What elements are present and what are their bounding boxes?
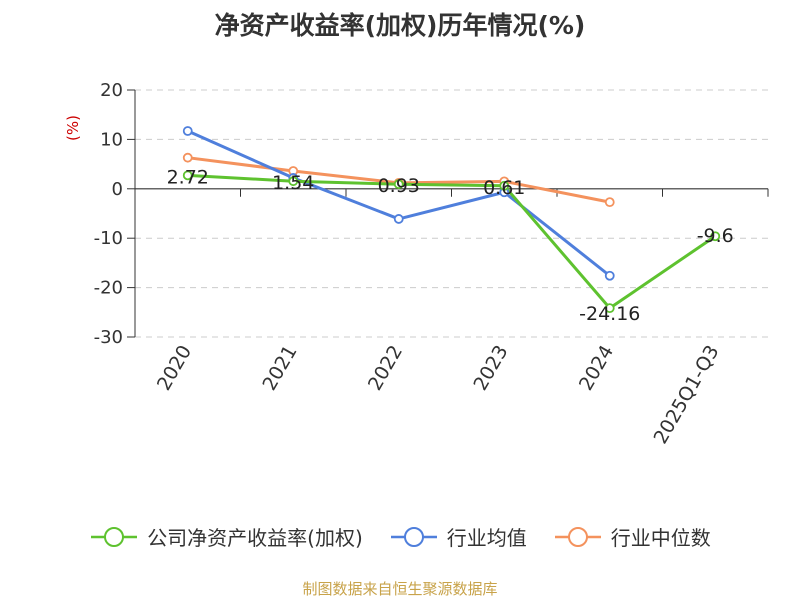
y-tick-labels: 20 10 0 -10 -20 -30 bbox=[94, 80, 123, 348]
series-line bbox=[187, 129, 611, 277]
y-tick-label: -30 bbox=[94, 327, 123, 348]
legend-swatch-marker bbox=[567, 526, 588, 547]
x-tick-label: 2025Q1-Q3 bbox=[650, 342, 724, 448]
legend-item[interactable]: 行业中位数 bbox=[553, 522, 711, 551]
legend-swatch-marker bbox=[104, 526, 125, 547]
legend-swatch-icon bbox=[554, 526, 601, 547]
data-label: 0.61 bbox=[483, 177, 525, 199]
legend: 公司净资产收益率(加权) 行业均值 行业中位数 bbox=[0, 522, 800, 551]
data-point bbox=[288, 176, 299, 187]
data-point bbox=[182, 126, 193, 136]
data-point bbox=[182, 170, 193, 181]
y-axis-unit: (%) bbox=[64, 115, 82, 141]
grid-lines bbox=[135, 89, 768, 338]
x-tick-label: 2023 bbox=[469, 342, 512, 395]
x-tick-label: 2021 bbox=[258, 342, 301, 395]
x-tick-labels: 2020 2021 2022 2023 2024 2025Q1-Q3 bbox=[153, 342, 724, 448]
legend-item[interactable]: 行业均值 bbox=[389, 522, 527, 551]
series-lines bbox=[187, 129, 717, 310]
data-point bbox=[499, 180, 510, 191]
data-label: 0.93 bbox=[378, 175, 420, 197]
data-label: 1.54 bbox=[272, 172, 314, 194]
y-tick-label: 20 bbox=[100, 80, 123, 101]
legend-swatch-icon bbox=[390, 526, 437, 547]
x-tick-label: 2020 bbox=[153, 342, 196, 395]
y-tick-label: 10 bbox=[100, 129, 123, 150]
series-points bbox=[182, 126, 721, 314]
data-label: -9.6 bbox=[697, 225, 734, 247]
axes bbox=[127, 89, 769, 338]
legend-label: 行业均值 bbox=[446, 526, 527, 550]
y-tick-label: 0 bbox=[112, 179, 123, 200]
line-chart: 20 10 0 -10 -20 -30 2020 2021 2022 2023 2024 2025Q… bbox=[64, 80, 769, 448]
data-label: -24.16 bbox=[579, 303, 640, 325]
legend-label: 行业中位数 bbox=[610, 526, 711, 550]
data-point bbox=[393, 179, 404, 190]
data-point bbox=[604, 270, 615, 281]
legend-label: 公司净资产收益率(加权) bbox=[147, 526, 363, 550]
y-tick-label: -20 bbox=[94, 278, 123, 299]
data-point bbox=[393, 214, 404, 224]
x-tick-label: 2022 bbox=[364, 342, 407, 395]
data-point bbox=[604, 303, 615, 314]
series-line bbox=[187, 173, 717, 310]
legend-swatch-icon bbox=[91, 526, 138, 547]
data-label: 2.72 bbox=[167, 166, 209, 188]
data-point bbox=[710, 231, 721, 242]
data-labels: 2.72 1.54 0.93 0.61 -24.16 -9.6 bbox=[167, 166, 734, 325]
data-point bbox=[182, 152, 193, 163]
data-point bbox=[604, 197, 615, 208]
source-note: 制图数据来自恒生聚源数据库 bbox=[302, 580, 498, 598]
y-tick-label: -10 bbox=[94, 228, 123, 249]
legend-swatch-marker bbox=[403, 526, 424, 547]
x-tick-label: 2024 bbox=[575, 342, 618, 395]
legend-item[interactable]: 公司净资产收益率(加权) bbox=[89, 522, 363, 551]
chart-title: 净资产收益率(加权)历年情况(%) bbox=[214, 11, 586, 40]
